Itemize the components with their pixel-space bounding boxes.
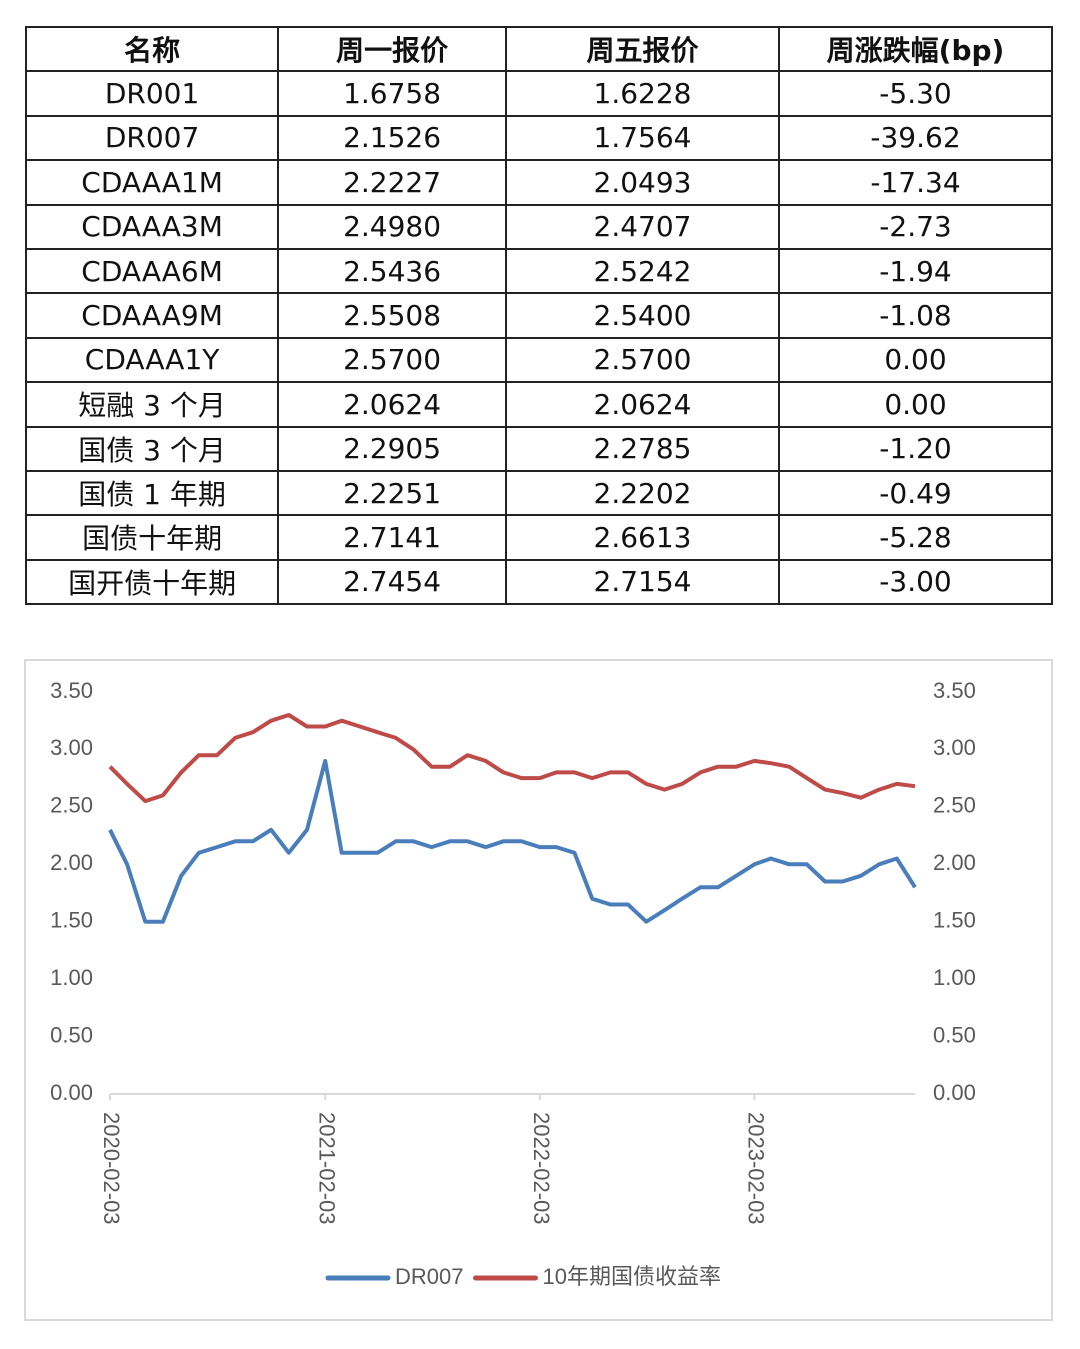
table-cell: 2.7141	[277, 514, 507, 561]
table-cell: 2.2227	[277, 159, 507, 206]
table-cell: 2.2251	[277, 469, 507, 517]
quote-table: 名称 周一报价 周五报价 周涨跌幅(bp) DR001 1.6758 1.6228 -5.30…	[24, 25, 1053, 606]
legend-label: 10年期国债收益率	[542, 1264, 720, 1289]
table-cell: 2.7454	[277, 558, 507, 606]
header-cell: 名称	[24, 25, 280, 73]
y2-tick-label: 2.50	[933, 793, 976, 818]
table-cell: 2.5508	[277, 292, 507, 339]
table-cell: 2.6613	[504, 514, 781, 561]
y2-tick-label: 3.50	[933, 678, 976, 703]
table-cell: -1.20	[778, 425, 1053, 472]
table-cell: 2.5700	[504, 336, 781, 384]
y2-tick-label: 0.50	[933, 1022, 976, 1047]
table-row: 国债 3 个月 2.2905 2.2785 -1.20	[24, 425, 1053, 472]
table-row: 国开债十年期 2.7454 2.7154 -3.00	[24, 558, 1053, 606]
y-tick-label: 1.00	[50, 965, 93, 990]
table-cell: 国债 3 个月	[24, 425, 280, 472]
x-tick-label: 2021-02-03	[314, 1112, 339, 1225]
table-cell: 2.2202	[504, 469, 781, 517]
table-cell: -17.34	[778, 159, 1053, 206]
table-row: 短融 3 个月 2.0624 2.0624 0.00	[24, 381, 1053, 428]
table-row: CDAAA1Y 2.5700 2.5700 0.00	[24, 336, 1053, 384]
series-line	[108, 758, 917, 924]
table-cell: CDAAA9M	[24, 292, 280, 339]
table-cell: 2.0624	[504, 381, 781, 428]
table-cell: 2.0624	[277, 381, 507, 428]
table-cell: DR007	[24, 114, 280, 162]
table-row: 国债 1 年期 2.2251 2.2202 -0.49	[24, 469, 1053, 517]
y2-tick-label: 1.00	[933, 965, 976, 990]
table-cell: CDAAA3M	[24, 203, 280, 250]
table-row: CDAAA1M 2.2227 2.0493 -17.34	[24, 159, 1053, 206]
table-cell: 1.6228	[504, 70, 781, 117]
table-cell: 2.4707	[504, 203, 781, 250]
y-tick-label: 0.50	[50, 1022, 93, 1047]
chart-frame	[24, 659, 1053, 1321]
table-cell: 2.4980	[277, 203, 507, 250]
table-cell: 2.5700	[277, 336, 507, 384]
table-cell: -2.73	[778, 203, 1053, 250]
table-row: 国债十年期 2.7141 2.6613 -5.28	[24, 514, 1053, 561]
table-cell: 2.5400	[504, 292, 781, 339]
y2-tick-label: 2.00	[933, 850, 976, 875]
y-tick-label: 2.00	[50, 850, 93, 875]
table-cell: 短融 3 个月	[24, 381, 280, 428]
table-cell: CDAAA1M	[24, 159, 280, 206]
header-cell: 周一报价	[277, 25, 507, 73]
table-row: DR001 1.6758 1.6228 -5.30	[24, 70, 1053, 117]
table-cell: 0.00	[778, 381, 1053, 428]
y-tick-label: 0.00	[50, 1080, 93, 1105]
table-row: CDAAA9M 2.5508 2.5400 -1.08	[24, 292, 1053, 339]
table-cell: 1.6758	[277, 70, 507, 117]
table-cell: 2.0493	[504, 159, 781, 206]
table-cell: 2.7154	[504, 558, 781, 606]
header-cell: 周五报价	[504, 25, 781, 73]
x-tick-label: 2022-02-03	[529, 1112, 554, 1225]
table-cell: 2.5242	[504, 247, 781, 295]
table-cell: 2.1526	[277, 114, 507, 162]
table-row: DR007 2.1526 1.7564 -39.62	[24, 114, 1053, 162]
series-line	[108, 713, 916, 804]
y2-tick-label: 3.00	[933, 735, 976, 760]
table-cell: -1.08	[778, 292, 1053, 339]
table-cell: 国开债十年期	[24, 558, 280, 606]
table-cell: -39.62	[778, 114, 1053, 162]
table-cell: CDAAA1Y	[24, 336, 280, 384]
table-cell: 0.00	[778, 336, 1053, 384]
header-cell: 周涨跌幅(bp)	[778, 25, 1053, 73]
y-tick-label: 3.00	[50, 735, 93, 760]
table-cell: -3.00	[778, 558, 1053, 606]
table-cell: 国债十年期	[24, 514, 280, 561]
table-cell: -5.28	[778, 514, 1053, 561]
table-cell: CDAAA6M	[24, 247, 280, 295]
table-row: CDAAA3M 2.4980 2.4707 -2.73	[24, 203, 1053, 250]
x-tick-label: 2020-02-03	[99, 1112, 124, 1225]
y-tick-label: 1.50	[50, 908, 93, 933]
table-cell: 2.5436	[277, 247, 507, 295]
table-row: CDAAA6M 2.5436 2.5242 -1.94	[24, 247, 1053, 295]
table-cell: -5.30	[778, 70, 1053, 117]
y-tick-label: 3.50	[50, 678, 93, 703]
y-tick-label: 2.50	[50, 793, 93, 818]
header-row: 名称 周一报价 周五报价 周涨跌幅(bp)	[24, 25, 1053, 73]
legend-label: DR007	[395, 1264, 463, 1289]
table-cell: 国债 1 年期	[24, 469, 280, 517]
y2-tick-label: 0.00	[933, 1080, 976, 1105]
x-tick-label: 2023-02-03	[744, 1112, 769, 1225]
table-cell: 2.2785	[504, 425, 781, 472]
table-cell: -1.94	[778, 247, 1053, 295]
table-cell: 1.7564	[504, 114, 781, 162]
y2-tick-label: 1.50	[933, 908, 976, 933]
table-cell: 2.2905	[277, 425, 507, 472]
table-cell: DR001	[24, 70, 280, 117]
table-cell: -0.49	[778, 469, 1053, 517]
